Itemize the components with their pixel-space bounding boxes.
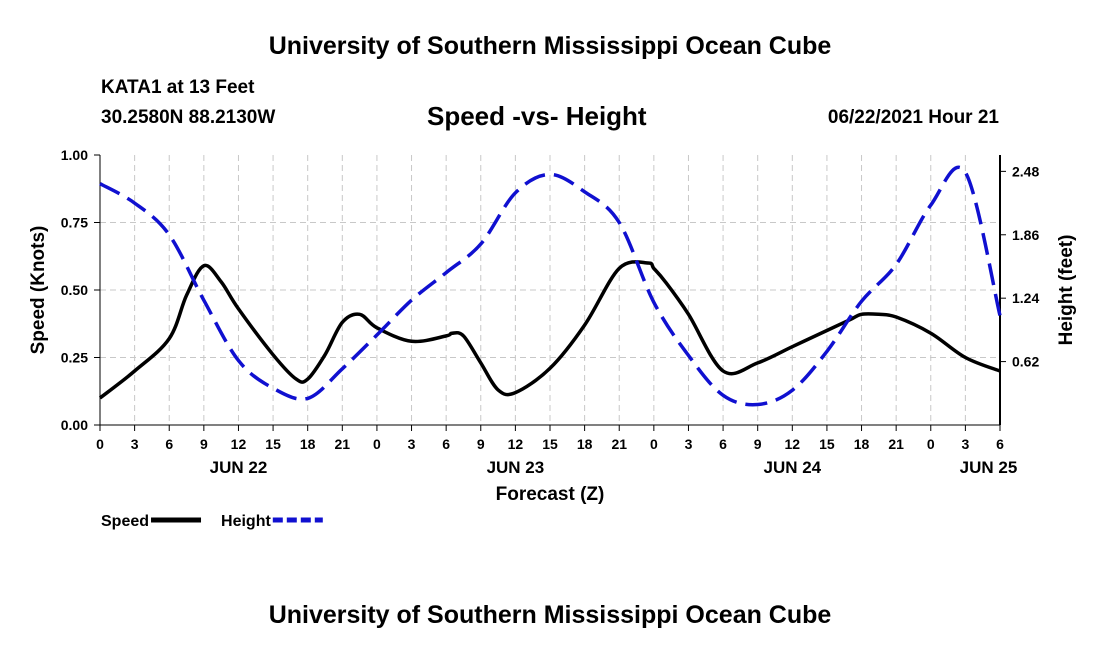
x-tick-label: 3 [131, 436, 139, 452]
chart-title: Speed -vs- Height [427, 101, 647, 131]
y-tick-label: 0.25 [61, 350, 88, 366]
x-tick-label: 0 [96, 436, 104, 452]
y-tick-label: 1.00 [61, 147, 88, 163]
x-tick-label: 18 [300, 436, 316, 452]
x-tick-label: 6 [165, 436, 173, 452]
x-tick-label: 21 [335, 436, 351, 452]
x-axis-label: Forecast (Z) [496, 484, 605, 505]
legend-label-height: Height [221, 513, 271, 530]
date-label: JUN 25 [960, 458, 1018, 477]
x-tick-label: 9 [754, 436, 762, 452]
x-tick-label: 6 [442, 436, 450, 452]
x-tick-label: 3 [685, 436, 693, 452]
series-line-height [99, 165, 1002, 407]
y-tick-label: 0.75 [61, 215, 88, 231]
forecast-timestamp: 06/22/2021 Hour 21 [827, 107, 999, 128]
station-label: KATA1 at 13 Feet [101, 77, 255, 98]
y2-axis-label: Height (feet) [1056, 235, 1077, 346]
date-label: JUN 24 [763, 458, 821, 477]
date-label: JUN 22 [210, 458, 268, 477]
x-tick-label: 12 [785, 436, 801, 452]
x-tick-label: 12 [231, 436, 247, 452]
y2-tick-label: 1.86 [1012, 227, 1039, 243]
x-tick-label: 18 [577, 436, 593, 452]
x-tick-label: 18 [854, 436, 870, 452]
x-tick-label: 6 [719, 436, 727, 452]
y2-tick-label: 2.48 [1012, 163, 1039, 179]
x-tick-label: 12 [508, 436, 524, 452]
x-tick-label: 3 [961, 436, 969, 452]
x-tick-label: 9 [200, 436, 208, 452]
x-tick-label: 15 [265, 436, 281, 452]
x-tick-label: 15 [819, 436, 835, 452]
series-line-speed [98, 260, 1001, 400]
x-tick-label: 21 [611, 436, 627, 452]
x-tick-label: 6 [996, 436, 1004, 452]
y-tick-label: 0.00 [61, 417, 88, 433]
x-tick-label: 15 [542, 436, 558, 452]
y2-tick-label: 0.62 [1012, 354, 1039, 370]
x-tick-label: 9 [477, 436, 485, 452]
y-axis-label: Speed (Knots) [28, 226, 49, 355]
x-tick-label: 0 [650, 436, 658, 452]
station-coordinates: 30.2580N 88.2130W [101, 107, 276, 128]
y-tick-label: 0.50 [61, 282, 88, 298]
date-label: JUN 23 [487, 458, 545, 477]
x-tick-label: 21 [888, 436, 904, 452]
legend-label-speed: Speed [101, 513, 149, 530]
main-title: University of Southern Mississippi Ocean… [268, 32, 832, 60]
y2-tick-label: 1.24 [1012, 290, 1039, 306]
footer-title: University of Southern Mississippi Ocean… [268, 601, 832, 629]
x-tick-label: 0 [927, 436, 935, 452]
x-tick-label: 0 [373, 436, 381, 452]
x-tick-label: 3 [408, 436, 416, 452]
